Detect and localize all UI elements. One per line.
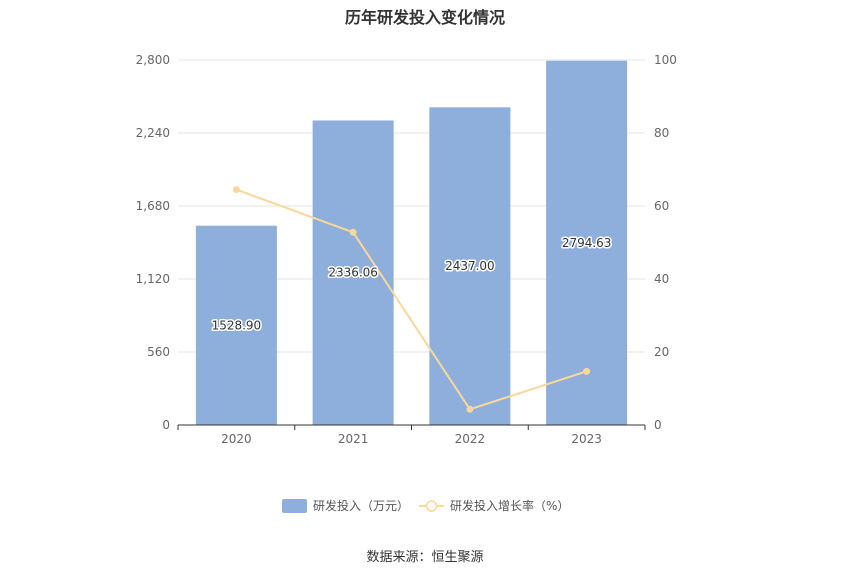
x-tick-label: 2021: [338, 432, 369, 446]
legend-bar-swatch: [282, 499, 307, 513]
bar-2022: [429, 107, 511, 425]
y-right-tick-label: 20: [654, 345, 669, 359]
chart-title: 历年研发投入变化情况: [344, 8, 505, 27]
growth-point-2023: [583, 367, 591, 375]
legend-bar-label: 研发投入（万元）: [313, 498, 409, 513]
bar-2023: [546, 60, 628, 426]
y-right-tick-label: 40: [654, 272, 669, 286]
bar-2020: [195, 225, 277, 425]
growth-point-2022: [466, 405, 474, 413]
bar-value-label: 2794.63: [562, 236, 612, 250]
y-right-tick-label: 100: [654, 53, 677, 67]
source-note: 数据来源：恒生聚源: [366, 550, 484, 565]
growth-point-2021: [349, 228, 357, 236]
legend: 研发投入（万元） 研发投入增长率（%）: [282, 498, 569, 513]
bar-series: [195, 60, 628, 426]
growth-point-2020: [232, 186, 240, 194]
bar-value-label: 2336.06: [328, 266, 378, 280]
x-tick-label: 2020: [221, 432, 252, 446]
y-left-tick-label: 1,120: [136, 272, 170, 286]
growth-line-series: [232, 186, 591, 413]
y-right-tick-label: 60: [654, 199, 669, 213]
legend-line-marker: [425, 500, 438, 512]
growth-line: [236, 188, 587, 411]
y-left-tick-label: 2,240: [136, 126, 170, 140]
axes: 0 560 1,120 1,680 2,240 2,800 0 20 40 60 80 100 2020…: [136, 53, 677, 446]
x-tick-label: 2022: [455, 432, 486, 446]
y-left-tick-label: 2,800: [136, 53, 170, 67]
bar-value-label: 1528.90: [212, 318, 262, 332]
x-tick-label: 2023: [571, 432, 602, 446]
data-labels: 1528.90 2336.06 2437.00 2794.63: [210, 234, 613, 333]
y-left-tick-label: 0: [162, 418, 170, 432]
y-right-tick-label: 80: [654, 126, 669, 140]
legend-line-label: 研发投入增长率（%）: [450, 498, 569, 513]
y-left-tick-label: 1,680: [136, 199, 170, 213]
y-left-tick-label: 560: [147, 345, 170, 359]
y-right-tick-label: 0: [654, 418, 662, 432]
bar-value-label: 2437.00: [445, 259, 495, 273]
